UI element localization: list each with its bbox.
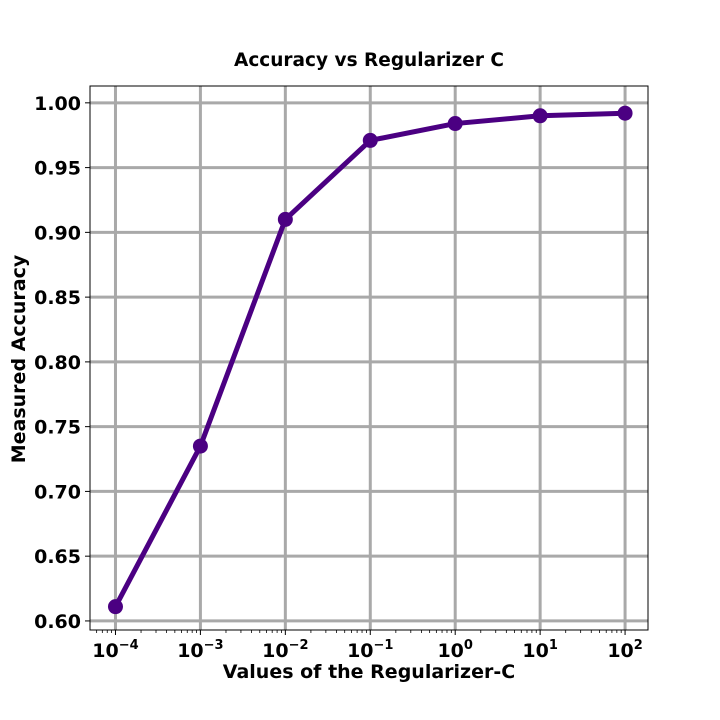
y-tick-label: 0.90 <box>34 222 81 244</box>
y-tick-label: 0.80 <box>34 352 81 374</box>
y-tick-label: 0.60 <box>34 611 81 633</box>
data-point <box>362 132 378 148</box>
x-tick-label: 10−1 <box>347 638 393 662</box>
series-layer <box>107 105 633 615</box>
x-axis-label: Values of the Regularizer-C <box>223 661 515 683</box>
data-point <box>192 438 208 454</box>
x-tick-label: 100 <box>437 638 473 662</box>
y-tick-label: 1.00 <box>34 93 81 115</box>
y-axis-label: Measured Accuracy <box>8 254 30 463</box>
x-tick-label: 10−4 <box>92 638 138 662</box>
y-tick-label: 0.95 <box>34 158 81 180</box>
data-point <box>277 211 293 227</box>
x-tick-label: 10−3 <box>177 638 223 662</box>
data-point <box>617 105 633 121</box>
y-tick-label: 0.70 <box>34 481 81 503</box>
chart-title: Accuracy vs Regularizer C <box>234 50 504 71</box>
data-point <box>532 108 548 124</box>
y-axis-ticks: 0.60 0.65 0.70 0.75 0.80 0.85 0.90 0.95 1.00 <box>34 93 90 633</box>
x-tick-label: 10−2 <box>262 638 308 662</box>
y-tick-label: 0.65 <box>34 546 81 568</box>
x-tick-label: 102 <box>607 638 643 662</box>
x-axis-ticks: 10−4 10−3 10−2 10−1 100 101 102 <box>92 630 643 662</box>
y-tick-label: 0.85 <box>34 287 81 309</box>
x-tick-label: 101 <box>522 638 558 662</box>
grid <box>90 86 648 630</box>
y-tick-label: 0.75 <box>34 417 81 439</box>
data-point <box>107 599 123 615</box>
data-point <box>447 116 463 132</box>
plot-frame <box>89 85 649 631</box>
